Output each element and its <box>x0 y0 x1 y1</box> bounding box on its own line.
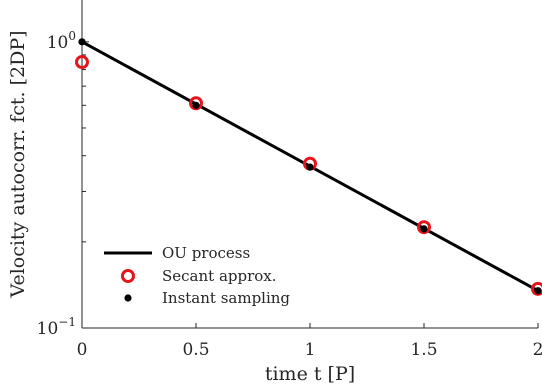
legend-entry-label: Secant approx. <box>162 267 277 285</box>
x-tick-label: 0.5 <box>182 340 209 360</box>
y-tick-label: 10−1 <box>37 315 76 339</box>
legend-entry-label: Instant sampling <box>162 289 290 307</box>
legend-open-marker-swatch <box>121 269 135 283</box>
x-ticks: 0 0.5 1 1.5 2 <box>77 323 542 360</box>
x-tick-label: 0 <box>77 340 88 360</box>
x-tick-label: 1 <box>305 340 316 360</box>
legend-entry-label: OU process <box>162 244 250 262</box>
instant-sampling-point <box>192 101 200 109</box>
x-tick-label: 2 <box>533 340 542 360</box>
instant-sampling-point <box>420 225 428 233</box>
y-tick-label-base: 10 <box>47 33 69 53</box>
series-layer <box>75 38 542 296</box>
y-tick-label-base: 10 <box>37 319 59 339</box>
series-marker-filled <box>78 38 542 295</box>
instant-sampling-point <box>306 163 314 171</box>
x-axis-label: time t [P] <box>265 363 355 385</box>
series-marker-open <box>75 55 542 296</box>
legend: OU process Secant approx. Instant sampling <box>104 244 290 307</box>
secant-approx-point <box>75 55 89 70</box>
x-tick-label: 1.5 <box>410 340 437 360</box>
y-tick-label: 100 <box>47 29 76 53</box>
instant-sampling-point <box>78 38 86 46</box>
secant-approx-point <box>531 281 542 296</box>
y-tick-label-exponent: −1 <box>58 315 76 329</box>
y-tick-label-exponent: 0 <box>68 29 76 43</box>
secant-approx-point <box>417 220 431 235</box>
y-axis-label: Velocity autocorr. fct. [2DP] <box>7 30 29 298</box>
legend-filled-marker-swatch <box>124 294 132 302</box>
instant-sampling-point <box>534 287 542 295</box>
y-minor-ticks <box>82 54 86 243</box>
